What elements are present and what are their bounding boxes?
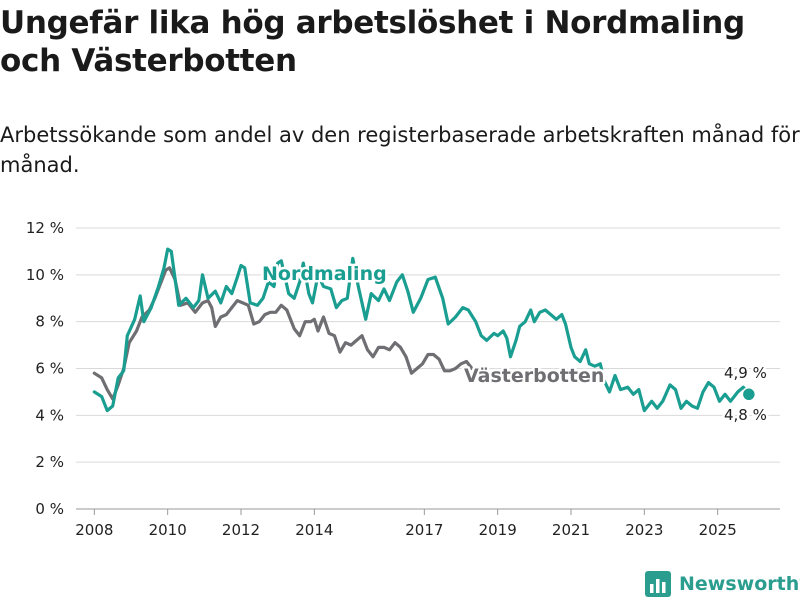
x-tick-label: 2012 — [222, 521, 260, 539]
series-label-nordmaling: Nordmaling — [262, 263, 387, 285]
y-tick-label: 4 % — [35, 406, 64, 424]
x-tick-label: 2017 — [405, 521, 443, 539]
newsworthy-logo: Newsworthy — [645, 570, 800, 598]
x-tick-label: 2010 — [149, 521, 187, 539]
gridlines — [76, 227, 780, 510]
series-label-vasterbotten: Västerbotten — [464, 365, 604, 387]
series-labels: Nordmaling Västerbotten 4,9 % 4,8 % — [260, 261, 770, 427]
y-tick-label: 12 % — [26, 219, 64, 237]
x-tick-label: 2019 — [479, 521, 517, 539]
x-tick-label: 2025 — [699, 521, 737, 539]
y-tick-label: 6 % — [35, 360, 64, 378]
chart-subtitle: Arbetssökande som andel av den registerb… — [0, 123, 800, 177]
end-value-label-vasterbotten: 4,8 % — [724, 406, 767, 424]
y-tick-label: 10 % — [26, 266, 64, 284]
series-line-vasterbotten — [92, 266, 474, 401]
y-tick-label: 2 % — [35, 453, 64, 471]
y-tick-label: 8 % — [35, 313, 64, 331]
x-tick-label: 2014 — [295, 521, 333, 539]
y-axis: 0 % 2 % 4 % 6 % 8 % 10 % 12 % — [26, 219, 64, 518]
end-value-label-nordmaling: 4,9 % — [724, 364, 767, 382]
x-tick-label: 2008 — [75, 521, 113, 539]
brand-name: Newsworthy — [679, 573, 800, 595]
chart-title: Ungefär lika hög arbetslöshet i Nordmali… — [0, 5, 745, 79]
x-axis: 2008 2010 2012 2014 2017 2019 2021 2023 2025 — [75, 509, 737, 539]
series-end-marker-nordmaling — [741, 387, 757, 402]
series — [92, 247, 757, 413]
x-tick-label: 2023 — [625, 521, 663, 539]
y-tick-label: 0 % — [35, 500, 64, 518]
series-line-nordmaling — [92, 247, 751, 413]
bar-chart-logo-icon — [645, 571, 671, 597]
x-tick-label: 2021 — [552, 521, 590, 539]
